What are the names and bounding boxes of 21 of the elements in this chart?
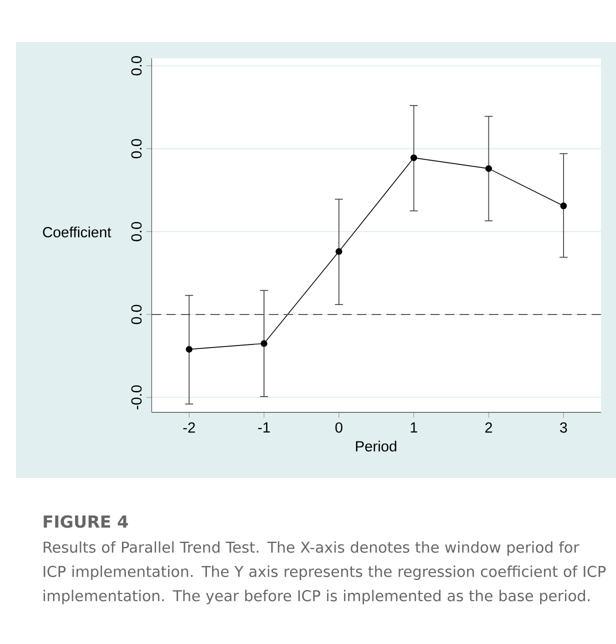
x-tick-label: -1	[258, 422, 270, 432]
text: FIGURE 4	[44, 515, 128, 528]
y-tick-label: 0.0	[131, 304, 142, 324]
point	[336, 248, 342, 255]
x-tick-label: -2	[183, 422, 195, 433]
point	[186, 346, 192, 353]
y-axis-title: Coefficient	[43, 226, 112, 238]
x-tick-label: 3	[560, 422, 567, 433]
y-tick-label: 0.0	[131, 222, 142, 242]
point	[410, 154, 418, 162]
y-tick-label: 0.0	[131, 139, 142, 158]
text: Results of Parallel Trend Test. The X-axis denotes the window period for ICP implementation. The Y axis represents the regression coefficient of ICP implementation. The year before ICP is implemented as the base period.	[44, 541, 606, 604]
point	[560, 202, 567, 210]
x-tick-label: 2	[485, 422, 492, 433]
point	[260, 340, 268, 347]
y-tick-label: -0.0	[131, 385, 142, 410]
point	[485, 165, 492, 172]
y-tick-label: 0.0	[131, 56, 142, 76]
x-tick-label: 1	[410, 422, 418, 432]
x-tick-label: 0	[335, 422, 342, 433]
x-axis-title: Period	[356, 440, 396, 452]
